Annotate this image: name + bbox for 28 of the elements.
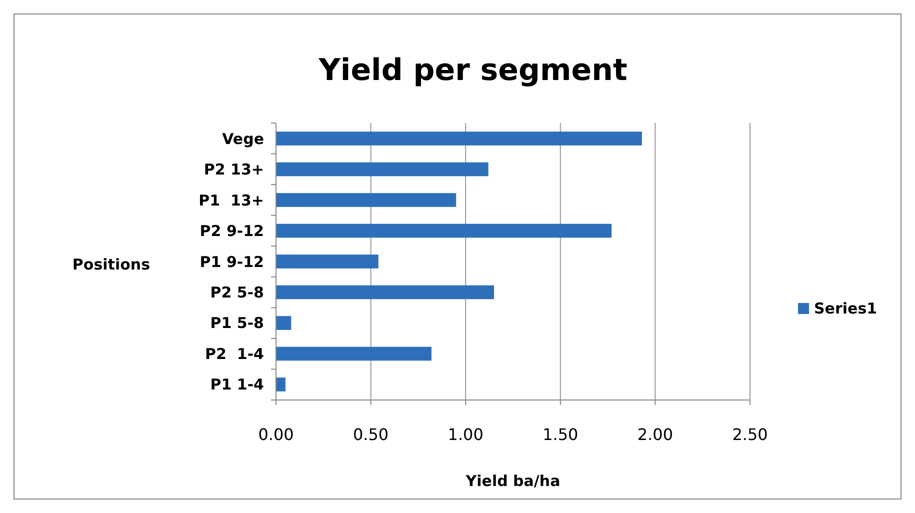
bar	[276, 193, 456, 207]
bar	[276, 254, 378, 268]
y-tick-label: P1 13+	[198, 191, 264, 210]
x-tick-label: 1.50	[542, 425, 578, 444]
bar	[276, 378, 286, 392]
y-tick-label: P2 9-12	[200, 222, 264, 240]
y-tick-label: P1 9-12	[200, 252, 264, 271]
legend-label: Series1	[814, 299, 878, 318]
y-tick-label: P1 1-4	[210, 376, 264, 394]
bar	[276, 285, 494, 300]
x-tick-label: 1.00	[448, 425, 484, 444]
x-axis-title: Yield ba/ha	[464, 472, 560, 490]
bar	[276, 346, 432, 361]
chart-title: Yield per segment	[318, 53, 628, 88]
x-tick-label: 0.00	[258, 425, 294, 444]
x-tick-label: 0.50	[352, 425, 389, 444]
y-tick-label: P2 1-4	[205, 344, 264, 363]
bar	[276, 224, 612, 238]
bar	[276, 316, 292, 330]
x-tick-label: 2.50	[732, 425, 768, 444]
bar	[276, 132, 642, 146]
y-tick-label: P1 5-8	[210, 314, 264, 332]
bar	[276, 162, 488, 176]
y-axis-title: Positions	[72, 255, 150, 274]
y-tick-label: P2 13+	[204, 160, 264, 179]
y-tick-label: P2 5-8	[210, 283, 264, 302]
y-tick-label: Vege	[222, 130, 264, 148]
x-tick-label: 2.00	[637, 425, 674, 444]
